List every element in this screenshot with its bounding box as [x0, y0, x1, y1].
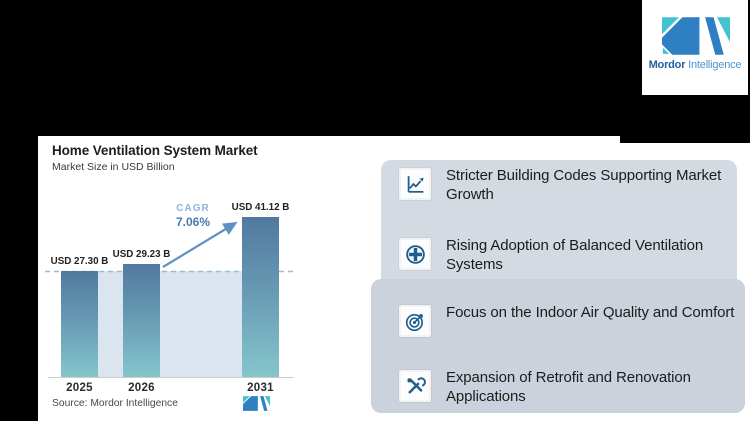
bar-value-label: USD 29.23 B	[112, 249, 171, 260]
feature-row-building-codes: Stricter Building Codes Supporting Marke…	[399, 167, 742, 204]
mordor-intelligence-mini-logo-icon	[243, 396, 270, 411]
x-axis-tick-label: 2025	[66, 382, 93, 394]
chart-card: Home Ventilation System Market Market Si…	[38, 137, 368, 421]
features-panel-lower: Focus on the Indoor Air Quality and Comf…	[371, 279, 745, 413]
cagr-value: 7.06%	[175, 215, 211, 229]
header-background	[0, 0, 750, 136]
brand-logo-card: Mordor Intelligence	[642, 0, 748, 95]
x-axis-tick-label: 2026	[128, 382, 155, 394]
chart-subtitle: Market Size in USD Billion	[52, 161, 175, 173]
brand-wordmark: Mordor Intelligence	[642, 59, 748, 71]
feature-text: Focus on the Indoor Air Quality and Comf…	[446, 304, 735, 321]
mordor-intelligence-logo-icon	[662, 17, 730, 55]
target-icon	[399, 305, 431, 337]
brand-word-mordor: Mordor	[648, 59, 686, 71]
plot-area: USD 27.30 B 2025 USD 29.23 B 2026 USD 41.12 …	[38, 137, 368, 421]
x-axis-tick-label: 2031	[247, 382, 274, 394]
cagr-label: CAGR	[176, 203, 210, 214]
bar-2031	[242, 217, 279, 377]
x-axis-line	[48, 377, 294, 378]
bar-value-label: USD 41.12 B	[231, 202, 290, 213]
tools-icon	[399, 370, 431, 402]
plus-circle-icon	[399, 238, 431, 270]
feature-text: Rising Adoption of Balanced Ventilation …	[446, 237, 704, 273]
left-margin-background	[0, 136, 38, 421]
chart-title: Home Ventilation System Market	[52, 143, 258, 158]
line-chart-icon	[399, 168, 431, 200]
feature-text: Stricter Building Codes Supporting Marke…	[446, 167, 722, 203]
features-panel-upper: Stricter Building Codes Supporting Marke…	[381, 160, 737, 291]
source-attribution: Source: Mordor Intelligence	[52, 398, 178, 409]
bar-value-label: USD 27.30 B	[50, 256, 109, 267]
feature-row-air-quality: Focus on the Indoor Air Quality and Comf…	[399, 304, 742, 337]
bar-2026	[123, 264, 160, 377]
header-background-extension	[620, 136, 750, 143]
feature-text: Expansion of Retrofit and Renovation App…	[446, 369, 691, 405]
feature-row-balanced-ventilation: Rising Adoption of Balanced Ventilation …	[399, 237, 742, 274]
feature-row-retrofit: Expansion of Retrofit and Renovation App…	[399, 369, 742, 406]
bar-2025	[61, 271, 98, 377]
brand-word-intelligence: Intelligence	[688, 59, 742, 71]
cagr-annotation: CAGR 7.06%	[153, 203, 233, 229]
